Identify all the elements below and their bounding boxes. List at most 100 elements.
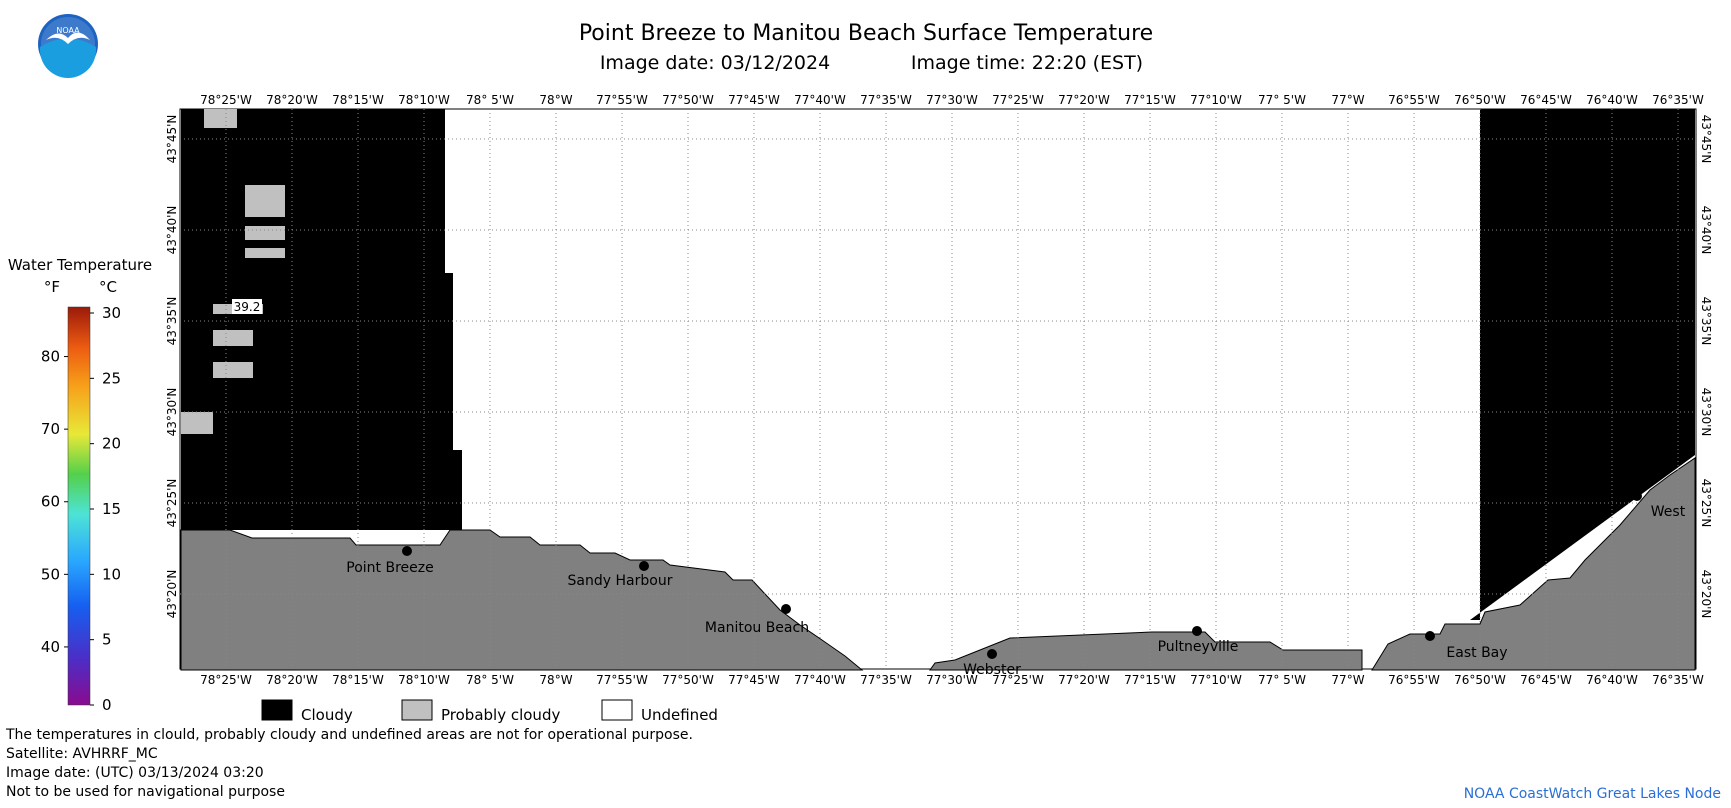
- place-marker: [1192, 626, 1202, 636]
- lon-label-top: 76°45'W: [1520, 93, 1572, 107]
- lat-label-left: 43°45'N: [165, 115, 179, 164]
- legend-swatch-cloudy: [261, 699, 293, 721]
- land-south-shore-east: [1371, 457, 1696, 671]
- lon-label-bottom: 77°W: [1331, 673, 1364, 687]
- lon-label-bottom: 77°20'W: [1058, 673, 1110, 687]
- lon-label-top: 77°10'W: [1190, 93, 1242, 107]
- scale-label-c: 10: [102, 565, 121, 583]
- lon-label-bottom: 76°55'W: [1388, 673, 1440, 687]
- legend-label-cloudy: Cloudy: [301, 706, 353, 724]
- scale-label-c: 5: [102, 631, 112, 649]
- scale-label-f: 50: [41, 565, 60, 583]
- temperature-annotation: 39.2: [232, 299, 262, 314]
- lon-label-bottom: 77°30'W: [926, 673, 978, 687]
- page-title: Point Breeze to Manitou Beach Surface Te…: [579, 21, 1153, 46]
- noaa-logo: NOAA: [38, 14, 98, 78]
- scale-label-c: 30: [102, 304, 121, 322]
- footer-disclaimer: The temperatures in clould, probably clo…: [6, 727, 693, 743]
- legend-swatch-probably-cloudy: [401, 699, 433, 721]
- scale-label-f: 70: [41, 420, 60, 438]
- place-marker: [987, 649, 997, 659]
- latitude-labels-right: 43°45'N 43°40'N 43°35'N 43°30'N 43°25'N 43°20…: [1699, 115, 1713, 619]
- lon-label-top: 77°40'W: [794, 93, 846, 107]
- longitude-labels-top: 78°25'W 78°20'W 78°15'W 78°10'W 78° 5'W 78°W 7…: [200, 93, 1704, 107]
- lon-label-bottom: 77°15'W: [1124, 673, 1176, 687]
- lon-label-bottom: 78°15'W: [332, 673, 384, 687]
- lon-label-top: 77°15'W: [1124, 93, 1176, 107]
- footer-satellite: Satellite: AVHRRF_MC: [6, 746, 158, 762]
- latitude-labels-left: 43°45'N 43°40'N 43°35'N 43°30'N 43°25'N 43°20…: [165, 115, 179, 619]
- lon-label-bottom: 78°25'W: [200, 673, 252, 687]
- color-bar: [67, 306, 91, 706]
- lon-label-top: 78° 5'W: [466, 93, 514, 107]
- scale-label-c: 15: [102, 500, 121, 518]
- lon-label-top: 77°55'W: [596, 93, 648, 107]
- lat-label-left: 43°35'N: [165, 297, 179, 346]
- lat-label-right: 43°45'N: [1699, 115, 1713, 164]
- scale-label-c: 25: [102, 369, 121, 387]
- place-marker: [639, 561, 649, 571]
- temperature-scale: Water Temperature °F °C 3025201510508070…: [8, 256, 152, 714]
- lon-label-top: 77°50'W: [662, 93, 714, 107]
- legend-swatch-undefined: [601, 699, 633, 721]
- place-marker: [1425, 631, 1435, 641]
- footer-utc-date: Image date: (UTC) 03/13/2024 03:20: [6, 765, 264, 781]
- place-label: Manitou Beach: [705, 620, 809, 636]
- lon-label-top: 76°40'W: [1586, 93, 1638, 107]
- map-legend: Cloudy Probably cloudy Undefined: [261, 699, 718, 724]
- lat-label-right: 43°30'N: [1699, 388, 1713, 437]
- lat-label-left: 43°20'N: [165, 570, 179, 619]
- lon-label-bottom: 76°50'W: [1454, 673, 1506, 687]
- place-marker: [1632, 491, 1642, 501]
- scale-label-f: 80: [41, 348, 60, 366]
- place-label: Pultneyville: [1158, 639, 1239, 655]
- lon-label-top: 77° 5'W: [1258, 93, 1306, 107]
- place-marker: [402, 546, 412, 556]
- lon-label-bottom: 78°W: [539, 673, 572, 687]
- lon-label-top: 78°10'W: [398, 93, 450, 107]
- lat-label-left: 43°40'N: [165, 206, 179, 255]
- legend-label-probably-cloudy: Probably cloudy: [441, 706, 560, 724]
- lon-label-top: 76°50'W: [1454, 93, 1506, 107]
- place-label: East Bay: [1446, 645, 1507, 661]
- lon-label-top: 76°55'W: [1388, 93, 1440, 107]
- lon-label-top: 78°20'W: [266, 93, 318, 107]
- lon-label-bottom: 78° 5'W: [466, 673, 514, 687]
- scale-label-c: 20: [102, 435, 121, 453]
- lat-label-right: 43°40'N: [1699, 206, 1713, 255]
- lon-label-bottom: 76°40'W: [1586, 673, 1638, 687]
- lon-label-bottom: 78°10'W: [398, 673, 450, 687]
- lon-label-top: 77°35'W: [860, 93, 912, 107]
- lon-label-top: 76°35'W: [1652, 93, 1704, 107]
- lon-label-bottom: 78°20'W: [266, 673, 318, 687]
- lon-label-bottom: 76°35'W: [1652, 673, 1704, 687]
- lat-label-right: 43°35'N: [1699, 297, 1713, 346]
- scale-label-c: 0: [102, 696, 112, 714]
- lon-label-bottom: 77°45'W: [728, 673, 780, 687]
- lon-label-top: 77°45'W: [728, 93, 780, 107]
- lat-label-right: 43°20'N: [1699, 570, 1713, 619]
- image-date: Image date: 03/12/2024: [600, 52, 830, 74]
- lon-label-top: 77°20'W: [1058, 93, 1110, 107]
- lon-label-bottom: 77°25'W: [992, 673, 1044, 687]
- place-label: Sandy Harbour: [568, 573, 673, 589]
- lon-label-bottom: 77°55'W: [596, 673, 648, 687]
- lat-label-left: 43°25'N: [165, 479, 179, 528]
- map-area: Point Breeze Sandy Harbour Manitou Beach We…: [179, 108, 1697, 678]
- cloudy-region-west: [181, 109, 462, 530]
- footer-navigation-note: Not to be used for navigational purpose: [6, 784, 285, 800]
- place-label: Point Breeze: [346, 560, 433, 576]
- scale-title: Water Temperature: [8, 256, 152, 274]
- legend-label-undefined: Undefined: [641, 706, 718, 724]
- lon-label-top: 77°25'W: [992, 93, 1044, 107]
- unit-celsius: °C: [99, 278, 117, 296]
- place-marker: [781, 604, 791, 614]
- lon-label-top: 78°25'W: [200, 93, 252, 107]
- credit-link[interactable]: NOAA CoastWatch Great Lakes Node: [1463, 786, 1721, 802]
- lon-label-bottom: 76°45'W: [1520, 673, 1572, 687]
- lat-label-left: 43°30'N: [165, 388, 179, 437]
- logo-text: NOAA: [56, 26, 80, 35]
- lat-label-right: 43°25'N: [1699, 479, 1713, 528]
- place-label: Webster: [963, 662, 1021, 678]
